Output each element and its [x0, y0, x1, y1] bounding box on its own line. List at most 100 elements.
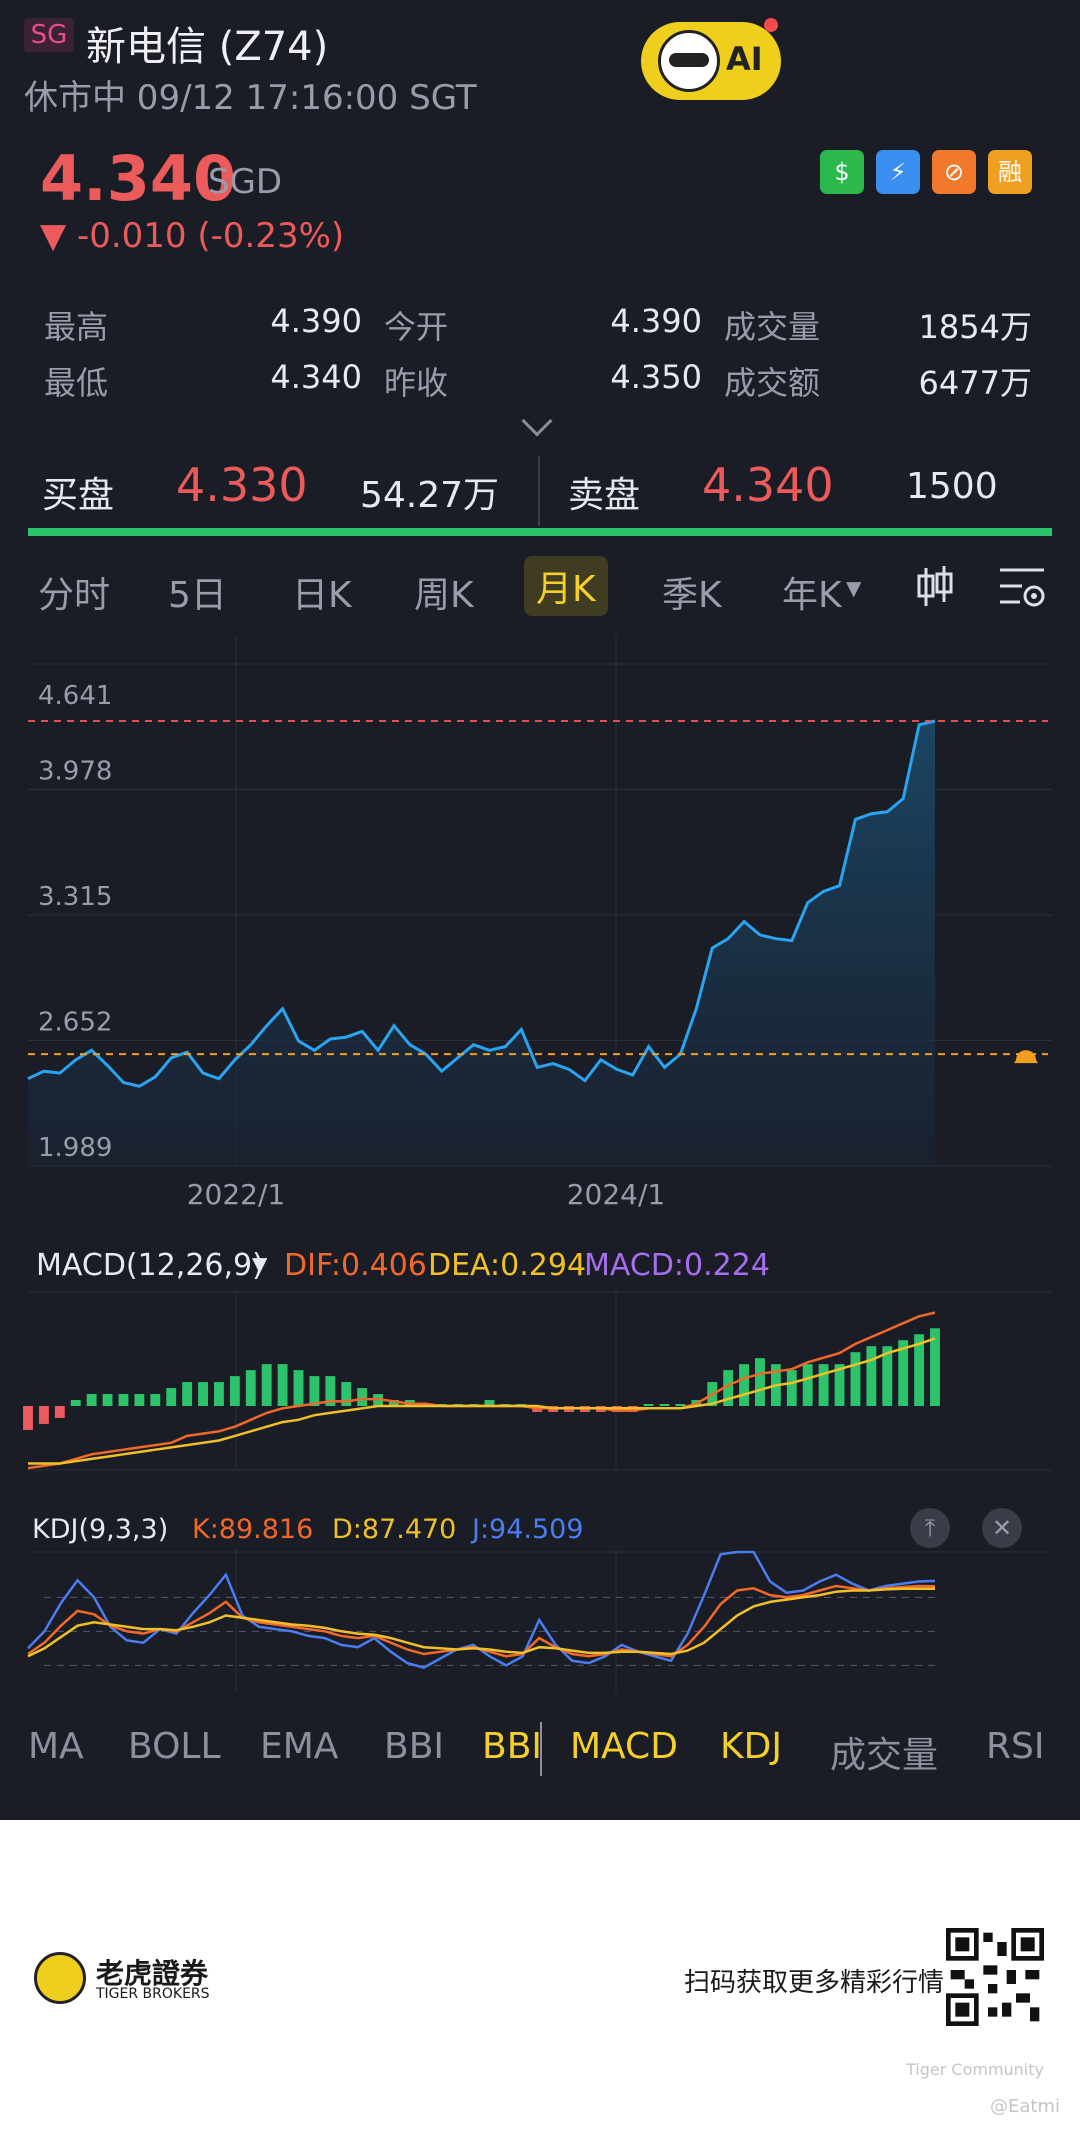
kdj-j-label: J:94.509: [472, 1514, 584, 1545]
macd-bar: [834, 1364, 845, 1406]
macd-bar: [102, 1394, 113, 1406]
footer-brand-sub: TIGER BROKERS: [96, 1986, 210, 2002]
price-chart[interactable]: 4.641 3.978 3.315 2.652 1.989 2022/1 2024/1: [0, 636, 1080, 1216]
y-tick-label: 3.978: [38, 757, 112, 787]
margin-icon[interactable]: 融: [988, 150, 1032, 194]
y-tick-label: 4.641: [38, 681, 112, 711]
indicator-boll[interactable]: BOLL: [128, 1726, 221, 1767]
macd-bar: [134, 1394, 145, 1406]
macd-bar: [755, 1358, 765, 1406]
macd-value-label: MACD:0.224: [584, 1248, 770, 1283]
volume-label: 成交量: [724, 308, 821, 346]
y-tick-label: 2.652: [38, 1008, 112, 1038]
qr-code-icon: [946, 1928, 1044, 2026]
macd-bar: [245, 1370, 256, 1406]
prev-close-value: 4.350: [610, 358, 702, 396]
indicator-ema[interactable]: EMA: [260, 1726, 339, 1767]
macd-bar: [54, 1406, 65, 1418]
tab-yearly[interactable]: 年K: [782, 575, 842, 616]
candlestick-icon[interactable]: [914, 562, 954, 612]
macd-bar: [198, 1382, 208, 1406]
no-short-icon[interactable]: ⊘: [932, 150, 976, 194]
kdj-d-label: D:87.470: [332, 1514, 457, 1545]
footer-brand: 老虎證券: [96, 1957, 209, 1990]
y-tick-label: 3.315: [38, 882, 112, 912]
macd-bar: [23, 1406, 33, 1430]
macd-bar: [659, 1404, 670, 1406]
tab-monthly[interactable]: 月K: [524, 556, 608, 616]
low-label: 最低: [44, 364, 109, 402]
macd-bar: [850, 1352, 861, 1406]
market-badge: SG: [24, 18, 74, 52]
tab-quarterly[interactable]: 季K: [662, 575, 722, 616]
macd-bar: [802, 1364, 813, 1406]
macd-bar: [786, 1370, 797, 1406]
bid-qty: 54.27万: [360, 475, 500, 516]
macd-bar: [38, 1406, 49, 1424]
macd-bar: [150, 1394, 161, 1406]
low-value: 4.340: [270, 358, 362, 396]
close-icon[interactable]: ✕: [982, 1508, 1022, 1548]
indicator-bbi-active[interactable]: BBI: [482, 1726, 543, 1767]
tab-intraday[interactable]: 分时: [38, 575, 111, 616]
ask-label: 卖盘: [568, 475, 641, 516]
ask-qty: 1500: [906, 466, 998, 507]
bid-price: 4.330: [176, 458, 308, 512]
macd-bar: [643, 1404, 654, 1406]
indicator-rsi[interactable]: RSI: [986, 1726, 1045, 1767]
indicator-ma[interactable]: MA: [28, 1726, 84, 1767]
macd-bar: [166, 1388, 177, 1406]
chart-settings-icon[interactable]: [998, 562, 1048, 612]
pin-top-icon[interactable]: ⤒: [910, 1508, 950, 1548]
tiger-brokers-logo: [34, 1952, 86, 2004]
x-tick-label: 2024/1: [567, 1178, 666, 1211]
tab-daily[interactable]: 日K: [292, 575, 352, 616]
macd-dea-label: DEA:0.294: [428, 1248, 587, 1283]
lightning-icon[interactable]: ⚡: [876, 150, 920, 194]
macd-bar: [214, 1382, 224, 1406]
price-line: [27, 719, 936, 1088]
open-value: 4.390: [610, 302, 702, 340]
kdj-title: KDJ(9,3,3): [32, 1514, 169, 1545]
y-tick-label: 1.989: [38, 1133, 112, 1163]
macd-bar: [182, 1382, 193, 1406]
indicator-bbi[interactable]: BBI: [384, 1726, 445, 1767]
macd-bar: [389, 1400, 399, 1406]
indicator-macd[interactable]: MACD: [570, 1726, 678, 1767]
macd-bar: [914, 1334, 925, 1406]
macd-bar: [930, 1328, 940, 1406]
price-change: ▼ -0.010 (-0.23%): [40, 216, 345, 256]
dea-line: [28, 1337, 936, 1465]
watermark: Tiger Community: [906, 2060, 1044, 2079]
macd-bar: [229, 1376, 240, 1406]
indicator-kdj[interactable]: KDJ: [720, 1726, 782, 1767]
macd-bar: [70, 1400, 81, 1406]
macd-bar: [325, 1376, 336, 1406]
macd-bar: [309, 1376, 320, 1406]
bell-icon: [1014, 1050, 1038, 1064]
macd-bar: [341, 1382, 352, 1406]
yearly-dropdown-icon[interactable]: ▼: [846, 576, 862, 600]
macd-bar: [818, 1364, 829, 1406]
macd-bar: [723, 1370, 734, 1406]
macd-bar: [882, 1346, 893, 1406]
macd-chart: [23, 1290, 1052, 1471]
macd-title[interactable]: MACD(12,26,9): [36, 1248, 264, 1283]
macd-bar: [118, 1394, 129, 1406]
turnover-label: 成交额: [724, 364, 821, 402]
prev-close-label: 昨收: [384, 364, 449, 402]
tab-5day[interactable]: 5日: [168, 575, 227, 616]
macd-dropdown-icon[interactable]: ▼: [252, 1252, 268, 1276]
orderbook-divider: [538, 456, 540, 526]
market-status: 休市中 09/12 17:16:00 SGT: [24, 78, 477, 118]
tab-weekly[interactable]: 周K: [414, 575, 474, 616]
tiger-mascot-icon: [658, 30, 720, 92]
stock-title: 新电信 (Z74): [86, 24, 329, 70]
bid-label: 买盘: [42, 475, 115, 516]
turnover-value: 6477万: [918, 364, 1032, 402]
macd-bar: [866, 1346, 877, 1406]
indicator-volume[interactable]: 成交量: [830, 1735, 939, 1776]
money-hand-icon[interactable]: $: [820, 150, 864, 194]
notification-dot: [764, 18, 778, 32]
watermark-user: @Eatmi: [990, 2096, 1060, 2117]
